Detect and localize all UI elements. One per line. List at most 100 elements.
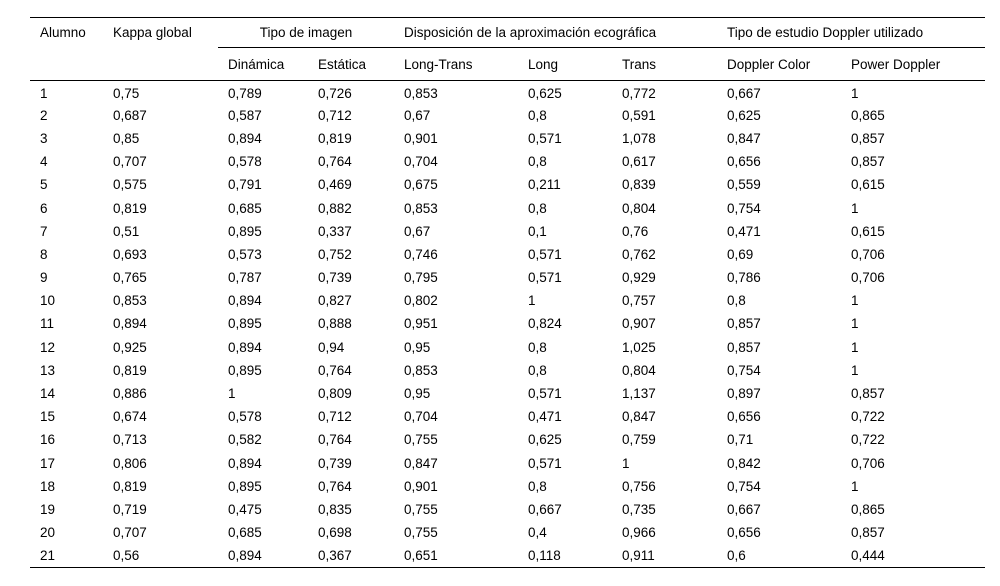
cell-value: 0,907 xyxy=(622,316,656,332)
cell-value: 0,571 xyxy=(528,246,562,262)
cell-alumno: 7 xyxy=(40,223,48,239)
column-header-alumno: Alumno xyxy=(30,17,103,81)
cell-value: 0,802 xyxy=(404,293,438,309)
cell-value: 0,8 xyxy=(528,154,547,170)
cell-value: 0,756 xyxy=(622,478,656,494)
table-row: 11 0,894 0,895 0,888 0,951 0,824 0,907 0,857 1 xyxy=(30,312,985,335)
cell-value: 0,591 xyxy=(622,107,656,123)
group-header-doppler: Tipo de estudio Doppler utilizado xyxy=(717,17,985,48)
cell-value: 0,853 xyxy=(404,362,438,378)
cell-value: 0,211 xyxy=(528,177,561,193)
cell-value: 0,853 xyxy=(404,85,438,101)
cell-value: 0,674 xyxy=(113,409,147,425)
cell-alumno: 5 xyxy=(40,177,48,193)
cell-value: 0,789 xyxy=(228,85,262,101)
cell-value: 0,656 xyxy=(727,154,761,170)
cell-value: 0,693 xyxy=(113,246,147,262)
cell-value: 0,615 xyxy=(851,223,885,239)
table-row: 19 0,719 0,475 0,835 0,755 0,667 0,735 0,667 0,8… xyxy=(30,498,985,521)
table-row: 10 0,853 0,894 0,827 0,802 1 0,757 0,8 1 xyxy=(30,289,985,312)
cell-value: 0,951 xyxy=(404,316,438,332)
cell-value: 0,571 xyxy=(528,386,562,402)
cell-value: 0,587 xyxy=(228,107,262,123)
cell-alumno: 1 xyxy=(40,85,48,101)
cell-value: 0,925 xyxy=(113,339,147,355)
cell-value: 1 xyxy=(851,85,859,101)
table-row: 15 0,674 0,578 0,712 0,704 0,471 0,847 0,656 0,7… xyxy=(30,405,985,428)
cell-value: 1,025 xyxy=(622,339,656,355)
cell-value: 0,847 xyxy=(622,409,656,425)
cell-alumno: 18 xyxy=(40,478,56,494)
cell-value: 0,894 xyxy=(228,455,262,471)
cell-value: 0,839 xyxy=(622,177,656,193)
cell-value: 1 xyxy=(851,316,859,332)
cell-value: 0,6 xyxy=(727,548,746,564)
cell-value: 0,685 xyxy=(228,525,262,541)
cell-value: 0,911 xyxy=(622,548,655,564)
cell-value: 0,819 xyxy=(113,478,147,494)
cell-alumno: 12 xyxy=(40,339,56,355)
cell-value: 0,809 xyxy=(318,386,352,402)
cell-value: 1 xyxy=(851,478,859,494)
cell-value: 0,667 xyxy=(528,501,562,517)
cell-value: 1,137 xyxy=(622,386,656,402)
table-row: 8 0,693 0,573 0,752 0,746 0,571 0,762 0,69 0,706 xyxy=(30,243,985,266)
cell-value: 0,1 xyxy=(528,223,547,239)
cell-value: 0,853 xyxy=(113,293,147,309)
cell-alumno: 8 xyxy=(40,246,48,262)
cell-value: 0,739 xyxy=(318,270,352,286)
table-row: 18 0,819 0,895 0,764 0,901 0,8 0,756 0,754 1 xyxy=(30,475,985,498)
cell-value: 0,897 xyxy=(727,386,761,402)
cell-value: 0,754 xyxy=(727,200,761,216)
cell-value: 0,765 xyxy=(113,270,147,286)
table-row: 14 0,886 1 0,809 0,95 0,571 1,137 0,897 0,857 xyxy=(30,382,985,405)
cell-value: 1 xyxy=(851,339,859,355)
cell-value: 0,667 xyxy=(727,501,761,517)
cell-value: 0,929 xyxy=(622,270,656,286)
cell-value: 0,894 xyxy=(228,339,262,355)
cell-value: 0,755 xyxy=(404,501,438,517)
cell-value: 1,078 xyxy=(622,130,656,146)
cell-value: 0,675 xyxy=(404,177,438,193)
group-header-row: Alumno Kappa global Tipo de imagen Dispo… xyxy=(30,17,985,81)
cell-value: 0,8 xyxy=(528,107,547,123)
cell-value: 0,95 xyxy=(404,339,431,355)
cell-value: 0,707 xyxy=(113,154,147,170)
cell-value: 0,791 xyxy=(228,177,262,193)
cell-value: 0,719 xyxy=(113,501,147,517)
cell-alumno: 3 xyxy=(40,130,48,146)
cell-value: 0,578 xyxy=(228,154,262,170)
cell-value: 0,8 xyxy=(528,478,547,494)
kappa-results-table: Alumno Kappa global Tipo de imagen Dispo… xyxy=(30,17,985,568)
cell-value: 0,667 xyxy=(727,85,761,101)
cell-value: 0,755 xyxy=(404,432,438,448)
cell-value: 0,651 xyxy=(404,548,438,564)
cell-value: 0,857 xyxy=(851,154,885,170)
cell-value: 0,894 xyxy=(228,548,262,564)
cell-value: 0,76 xyxy=(622,223,649,239)
column-header-kappa-global: Kappa global xyxy=(103,17,218,81)
cell-value: 0,706 xyxy=(851,246,885,262)
cell-value: 0,894 xyxy=(228,130,262,146)
cell-value: 0,75 xyxy=(113,85,140,101)
cell-value: 0,819 xyxy=(113,362,147,378)
cell-value: 0,712 xyxy=(318,409,352,425)
cell-value: 0,827 xyxy=(318,293,352,309)
cell-value: 0,578 xyxy=(228,409,262,425)
table-body: 1 0,75 0,789 0,726 0,853 0,625 0,772 0,667 1 2 0,6… xyxy=(30,81,985,568)
cell-alumno: 20 xyxy=(40,525,56,541)
column-header-trans: Trans xyxy=(612,47,717,81)
cell-alumno: 2 xyxy=(40,107,48,123)
cell-value: 0,722 xyxy=(851,409,885,425)
cell-value: 0,67 xyxy=(404,223,431,239)
cell-value: 1 xyxy=(851,200,859,216)
cell-alumno: 21 xyxy=(40,548,56,564)
cell-value: 0,754 xyxy=(727,478,761,494)
cell-value: 0,865 xyxy=(851,501,885,517)
cell-value: 0,759 xyxy=(622,432,656,448)
cell-value: 0,835 xyxy=(318,501,352,517)
cell-value: 0,894 xyxy=(113,316,147,332)
cell-value: 0,582 xyxy=(228,432,262,448)
cell-alumno: 14 xyxy=(40,386,56,402)
cell-value: 0,795 xyxy=(404,270,438,286)
